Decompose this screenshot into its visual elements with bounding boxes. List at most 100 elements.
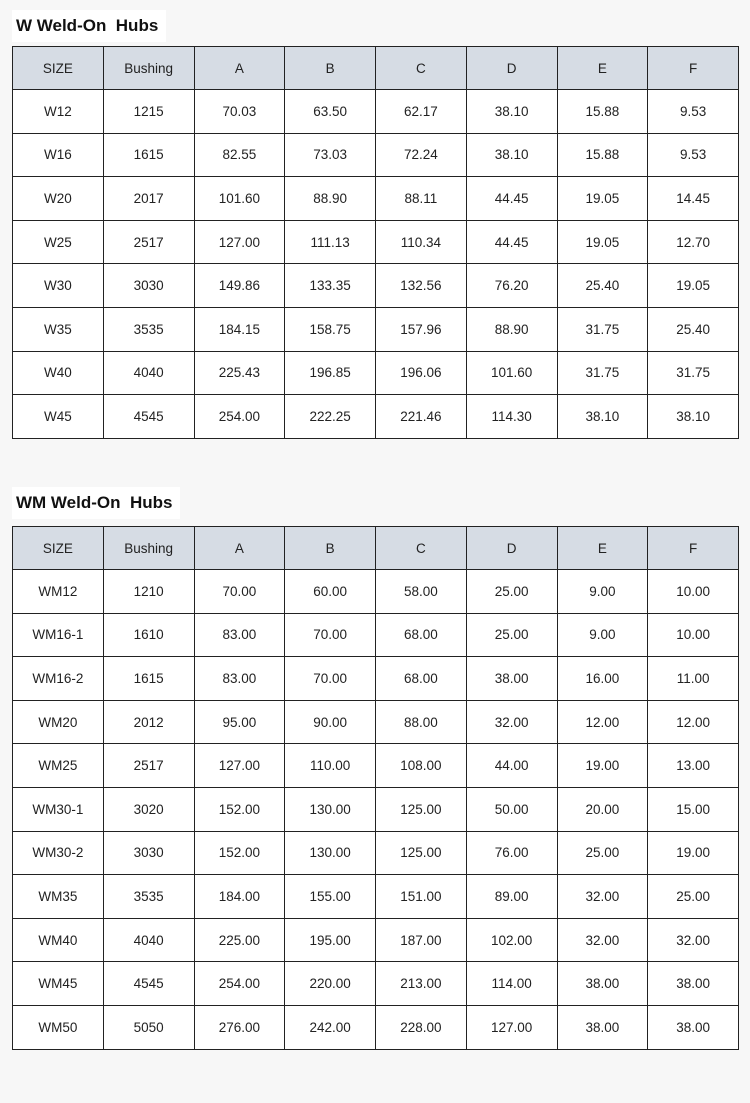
table-cell: 1210 [102,569,195,614]
table-cell: 68.00 [375,612,467,658]
table-cell: 1610 [102,612,195,658]
table-cell: 10.00 [647,612,739,658]
table-cell: 83.00 [193,656,286,701]
table-cell: W40 [12,350,104,396]
table-cell: 25.00 [465,569,558,614]
table-cell: 184.00 [193,874,286,919]
table-cell: 157.96 [375,306,467,352]
column-header: E [556,526,649,570]
table-cell: 184.15 [193,306,286,352]
table-cell: 38.10 [465,132,558,178]
table-cell: WM16-2 [12,656,104,701]
column-header: E [556,46,649,90]
table-cell: 110.00 [284,743,376,788]
table-cell: 32.00 [556,917,649,963]
table-cell: 19.05 [556,176,649,221]
table-cell: 44.45 [465,219,558,265]
table-cell: 88.90 [465,306,558,352]
table-cell: 3030 [102,263,195,308]
table-cell: 70.00 [284,656,376,701]
table-cell: 149.86 [193,263,286,308]
table-cell: 114.00 [465,961,558,1006]
table-cell: 38.10 [465,89,558,134]
table-cell: 38.00 [556,1004,649,1050]
table-cell: 70.03 [193,89,286,134]
table-cell: 127.00 [193,743,286,788]
table-cell: 222.25 [284,394,376,439]
table-cell: 15.88 [556,89,649,134]
table-cell: 38.00 [465,656,558,701]
table-cell: 31.75 [556,350,649,396]
column-header: B [284,526,376,570]
column-header: SIZE [12,46,104,90]
table-cell: 25.00 [556,830,649,876]
table-cell: 187.00 [375,917,467,963]
table-row: W30 3030 149.86 133.35 132.56 76.20 25.40 19.05 [12,263,739,308]
table-cell: 196.85 [284,350,376,396]
table-cell: 25.40 [556,263,649,308]
table-cell: 44.45 [465,176,558,221]
table-cell: 32.00 [647,917,739,963]
w-hubs-table: SIZE Bushing A B C D E F W12 1215 70.03 63.50 62.17 3… [12,46,739,439]
table-cell: 125.00 [375,786,467,832]
table-cell: 127.00 [465,1004,558,1050]
table-cell: 19.05 [647,263,739,308]
table-cell: 88.90 [284,176,376,221]
table-cell: 3535 [102,306,195,352]
table-cell: 38.00 [647,961,739,1006]
table-cell: 242.00 [284,1004,376,1050]
column-header: F [647,46,739,90]
table-cell: WM45 [12,961,104,1006]
table-cell: W16 [12,132,104,178]
table-cell: 19.00 [556,743,649,788]
table-cell: 83.00 [193,612,286,658]
table-cell: 254.00 [193,394,286,439]
table-cell: 152.00 [193,786,286,832]
table-cell: 68.00 [375,656,467,701]
table-cell: 63.50 [284,89,376,134]
table-cell: 62.17 [375,89,467,134]
table-row: WM35 3535 184.00 155.00 151.00 89.00 32.00 25.0… [12,874,739,919]
column-header: D [465,46,558,90]
table-cell: 32.00 [556,874,649,919]
table-cell: 12.00 [647,699,739,745]
table-cell: 70.00 [193,569,286,614]
table-cell: 38.00 [647,1004,739,1050]
table-cell: 101.60 [193,176,286,221]
table-cell: WM16-1 [12,612,104,658]
table-cell: 60.00 [284,569,376,614]
header-row: SIZE Bushing A B C D E F [12,46,739,90]
table-cell: 133.35 [284,263,376,308]
table-cell: 25.00 [647,874,739,919]
table-row: WM16-2 1615 83.00 70.00 68.00 38.00 16.00 11.00 [12,656,739,701]
table-cell: 125.00 [375,830,467,876]
table-cell: 114.30 [465,394,558,439]
table-row: W40 4040 225.43 196.85 196.06 101.60 31.75 31.7… [12,350,739,396]
table-cell: 152.00 [193,830,286,876]
table-cell: 132.56 [375,263,467,308]
table-cell: WM35 [12,874,104,919]
table-cell: 9.00 [556,612,649,658]
table-cell: 14.45 [647,176,739,221]
table-cell: 4545 [102,394,195,439]
table-cell: 16.00 [556,656,649,701]
table-cell: WM25 [12,743,104,788]
table-cell: 4545 [102,961,195,1006]
table-cell: 195.00 [284,917,376,963]
table-cell: 1615 [102,132,195,178]
table-cell: 73.03 [284,132,376,178]
table-cell: 9.53 [647,89,739,134]
table-cell: 95.00 [193,699,286,745]
table-cell: W25 [12,219,104,265]
table-row: W25 2517 127.00 111.13 110.34 44.45 19.05 12.70 [12,219,739,265]
table-cell: 11.00 [647,656,739,701]
table-cell: 4040 [102,917,195,963]
table-cell: 225.00 [193,917,286,963]
table-cell: WM50 [12,1004,104,1050]
header-row: SIZE Bushing A B C D E F [12,526,739,570]
table-cell: 3020 [102,786,195,832]
table-cell: 15.88 [556,132,649,178]
column-header: A [193,526,286,570]
table-cell: 12.70 [647,219,739,265]
table-cell: 130.00 [284,786,376,832]
